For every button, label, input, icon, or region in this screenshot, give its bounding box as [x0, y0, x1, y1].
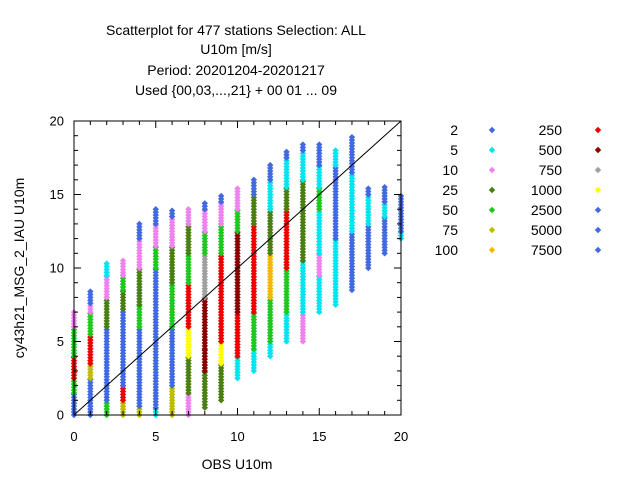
y-tick-label: 10: [50, 261, 64, 276]
data-point: [365, 185, 372, 192]
data-point: [168, 207, 176, 214]
x-axis-label: OBS U10m: [202, 456, 273, 472]
legend-marker: [594, 246, 602, 254]
data-point: [217, 192, 225, 200]
legend-marker: [488, 146, 496, 154]
legend-label: 25: [442, 182, 458, 198]
data-point: [250, 176, 258, 183]
y-tick-label: 0: [57, 408, 64, 423]
x-tick-label: 5: [152, 429, 159, 444]
diagonal-line: [73, 120, 402, 416]
x-tick-label: 15: [312, 429, 326, 444]
legend-label: 2: [450, 122, 458, 138]
axis-ticks: [73, 120, 402, 416]
legend-label: 100: [435, 242, 459, 258]
legend-label: 250: [539, 122, 563, 138]
data-point: [152, 206, 159, 213]
data-point: [316, 141, 323, 148]
legend-label: 5000: [531, 222, 562, 238]
y-tick-label: 5: [57, 334, 64, 349]
data-point: [332, 147, 339, 154]
data-point: [136, 220, 143, 228]
data-point: [87, 288, 94, 295]
legend-label: 750: [539, 162, 563, 178]
x-tick-labels: 0 5 10 15 20: [70, 429, 408, 444]
legend-label: 1000: [531, 182, 562, 198]
data-points: [70, 133, 405, 419]
data-point: [283, 148, 290, 156]
legend-marker: [594, 146, 602, 154]
y-tick-labels: 0 5 10 15 20: [50, 114, 64, 423]
legend-label: 5: [450, 142, 458, 158]
legend-label: 50: [442, 202, 458, 218]
legend-label: 2500: [531, 202, 562, 218]
legend-marker: [594, 166, 602, 174]
title-line-3: Period: 20201204-20201217: [147, 62, 325, 78]
legend-marker: [488, 126, 496, 134]
legend-label: 7500: [531, 242, 562, 258]
legend-marker: [488, 246, 496, 254]
legend-marker: [488, 206, 496, 214]
legend-label: 75: [442, 222, 458, 238]
data-point: [381, 183, 388, 191]
data-point: [267, 161, 274, 169]
data-point: [119, 257, 127, 264]
data-point: [103, 260, 110, 267]
data-point: [201, 200, 208, 207]
legend-marker: [488, 166, 496, 174]
x-tick-label: 0: [70, 429, 77, 444]
y-axis-label: cy43h21_MSG_2_IAU U10m: [11, 178, 27, 359]
y-tick-label: 20: [50, 114, 64, 129]
data-point: [348, 133, 356, 141]
chart-title: Scatterplot for 477 stations Selection: …: [106, 22, 366, 98]
legend-marker: [594, 186, 602, 194]
y-tick-label: 15: [50, 187, 64, 202]
legend-label: 500: [539, 142, 563, 158]
data-point: [185, 206, 192, 213]
legend-marker: [594, 126, 602, 134]
legend-marker: [488, 226, 496, 234]
legend-label: 10: [442, 162, 458, 178]
legend-marker: [488, 186, 496, 194]
data-point: [299, 141, 307, 148]
data-point: [234, 185, 241, 192]
legend-marker: [594, 226, 602, 234]
legend-marker: [594, 206, 602, 214]
x-tick-label: 10: [230, 429, 244, 444]
title-line-2: U10m [m/s]: [200, 41, 272, 57]
title-line-1: Scatterplot for 477 stations Selection: …: [106, 22, 366, 38]
title-line-4: Used {00,03,...,21} + 00 01 ... 09: [135, 82, 337, 98]
x-tick-label: 20: [394, 429, 408, 444]
